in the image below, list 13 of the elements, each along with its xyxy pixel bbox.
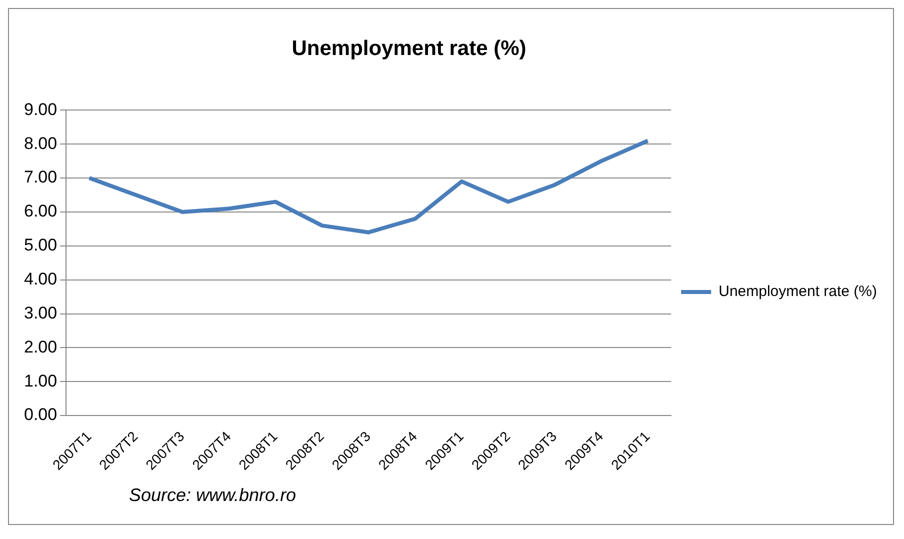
- y-tick-label: 0.00: [24, 405, 58, 424]
- y-tick-label: 7.00: [24, 168, 58, 187]
- y-tick-label: 3.00: [24, 303, 58, 322]
- chart-title: Unemployment rate (%): [290, 36, 528, 62]
- source-note: Source: www.bnro.ro: [129, 485, 296, 506]
- y-tick-label: 6.00: [24, 202, 58, 221]
- y-tick-label: 2.00: [24, 337, 58, 356]
- y-tick-label: 8.00: [24, 134, 58, 153]
- y-tick-label: 1.00: [24, 371, 58, 390]
- y-tick-label: 9.00: [24, 100, 58, 119]
- y-tick-label: 4.00: [24, 270, 58, 289]
- y-tick-label: 5.00: [24, 236, 58, 255]
- legend-label: Unemployment rate (%): [718, 283, 878, 300]
